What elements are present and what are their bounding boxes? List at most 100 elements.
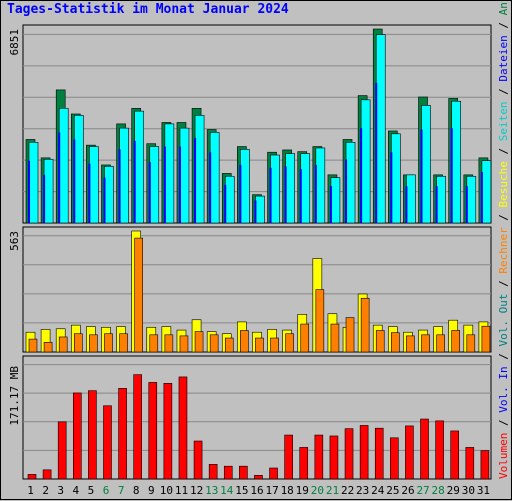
bar-volumen xyxy=(88,390,97,480)
bar-dateien xyxy=(284,166,287,223)
bar-dateien xyxy=(314,164,317,223)
legend-entry: / xyxy=(497,207,510,227)
bar-rechner xyxy=(119,333,128,353)
bar-volumen xyxy=(42,469,52,480)
bar-dateien xyxy=(178,146,181,223)
bar-seiten xyxy=(240,149,250,224)
bar-volumen xyxy=(359,425,369,480)
bar-rechner xyxy=(194,331,204,353)
bar-rechner xyxy=(89,334,98,353)
bar-volumen xyxy=(480,450,490,480)
bar-rechner xyxy=(391,332,400,353)
x-tick-label: 29 xyxy=(447,484,460,497)
x-tick-label: 5 xyxy=(88,484,95,497)
bar-dateien xyxy=(58,132,61,223)
bar-seiten xyxy=(300,153,311,224)
bar-rechner xyxy=(466,334,476,353)
legend-entry: Rechner xyxy=(497,227,510,274)
bar-rechner xyxy=(104,333,113,353)
x-tick-label: 11 xyxy=(175,484,188,497)
bar-dateien xyxy=(329,186,332,223)
bar-volumen xyxy=(148,382,158,480)
bar-volumen xyxy=(254,475,263,480)
x-tick-label: 23 xyxy=(356,484,369,497)
x-tick-label: 30 xyxy=(462,484,475,497)
bar-volumen xyxy=(163,383,173,480)
bar-volumen xyxy=(239,465,248,480)
legend-vertical: Volumen / Vol. In / Vol. Out / Rechner /… xyxy=(497,1,510,479)
legend-entry: Vol. In xyxy=(497,366,510,412)
x-tick-label: 21 xyxy=(326,484,339,497)
x-tick-label: 31 xyxy=(477,484,490,497)
bar-rechner xyxy=(315,289,325,353)
x-tick-label: 26 xyxy=(401,484,414,497)
bar-seiten xyxy=(451,100,462,224)
x-tick-label: 13 xyxy=(205,484,218,497)
x-tick-label: 4 xyxy=(73,484,80,497)
x-tick-label: 14 xyxy=(220,484,234,497)
legend-entry: Anfragen xyxy=(497,1,510,15)
bar-seiten xyxy=(119,127,129,224)
legend-entry: Seiten xyxy=(497,101,510,141)
bar-dateien xyxy=(465,186,468,223)
bar-seiten xyxy=(421,105,431,224)
bar-volumen xyxy=(118,388,127,480)
bar-volumen xyxy=(344,428,354,480)
bar-volumen xyxy=(314,434,324,480)
bar-seiten xyxy=(179,127,190,224)
x-tick-label: 22 xyxy=(341,484,354,497)
bar-dateien xyxy=(269,167,272,223)
plot-area-2 xyxy=(22,226,492,353)
bar-rechner xyxy=(179,335,189,353)
bar-rechner xyxy=(421,334,430,353)
bar-seiten xyxy=(481,160,492,224)
bar-volumen xyxy=(223,465,233,480)
bar-dateien xyxy=(148,162,151,223)
bar-dateien xyxy=(450,128,453,223)
bar-volumen xyxy=(269,467,278,480)
bar-dateien xyxy=(88,163,91,223)
bar-rechner xyxy=(270,337,279,353)
bar-seiten xyxy=(375,34,386,224)
bar-seiten xyxy=(224,175,235,224)
bar-volumen xyxy=(208,464,218,480)
bar-volumen xyxy=(465,447,475,480)
legend-entry: / xyxy=(497,15,510,35)
bar-dateien xyxy=(375,82,378,223)
bar-dateien xyxy=(224,184,227,223)
bar-seiten xyxy=(134,110,144,224)
x-tick-label: 9 xyxy=(148,484,155,497)
x-tick-label: 20 xyxy=(311,484,324,497)
bar-volumen xyxy=(193,440,203,480)
x-tick-label: 16 xyxy=(250,484,263,497)
bar-volumen xyxy=(405,425,414,480)
bar-dateien xyxy=(299,169,302,223)
bar-volumen xyxy=(72,392,82,480)
bar-seiten xyxy=(209,132,220,224)
x-tick-label: 2 xyxy=(42,484,49,497)
bar-rechner xyxy=(360,297,370,353)
bar-rechner xyxy=(285,333,294,353)
legend-entry: / xyxy=(497,274,510,294)
bar-rechner xyxy=(330,323,340,353)
bar-volumen xyxy=(133,374,142,480)
bar-rechner xyxy=(255,337,264,353)
x-tick-label: 25 xyxy=(386,484,399,497)
bar-rechner xyxy=(300,323,310,353)
bar-volumen xyxy=(420,418,429,480)
bar-rechner xyxy=(224,337,234,353)
x-tick-label: 3 xyxy=(57,484,64,497)
bar-dateien xyxy=(209,152,212,223)
bar-rechner xyxy=(58,336,68,353)
bar-seiten xyxy=(360,99,371,224)
bar-seiten xyxy=(58,108,69,224)
bar-seiten xyxy=(104,166,114,224)
bar-dateien xyxy=(420,129,423,223)
bar-seiten xyxy=(149,146,160,224)
legend-entry: / xyxy=(497,347,510,367)
bar-dateien xyxy=(239,164,242,223)
bar-dateien xyxy=(254,200,257,223)
x-tick-label: 7 xyxy=(118,484,125,497)
